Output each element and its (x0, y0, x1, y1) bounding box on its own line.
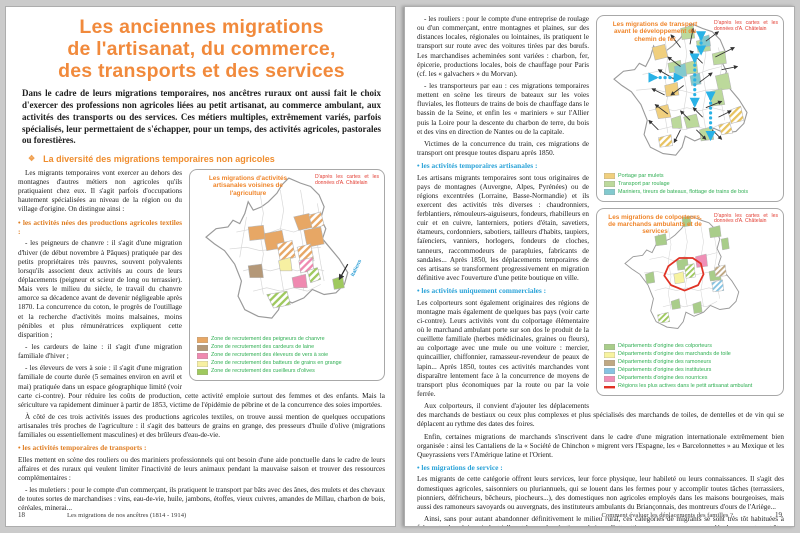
map-colporteurs: Les migrations de colporteurs, de marcha… (596, 207, 784, 396)
legend-item: Départements d'origine des nourrices (604, 375, 779, 382)
subheader-commerciales: • les activités uniquement commerciales … (417, 286, 547, 296)
subheader-transports: • les activités temporaires de transport… (18, 443, 147, 453)
footer-left: 18 Les migrations de nos ancêtres (1814 … (18, 511, 383, 519)
italiens-arrow (338, 263, 349, 281)
france-map-artisanal (205, 177, 349, 319)
subheader-textiles: • les activités nées des productions agr… (18, 217, 182, 237)
paragraph: Les migrants temporaires vont exercer au… (18, 168, 182, 214)
book-title: Les migrations de nos ancêtres (1814 - 1… (67, 512, 187, 519)
paragraph: Ainsi, sans pour autant abandonner défin… (417, 514, 784, 526)
legend-item: Zone de recrutement des batteurs de grai… (197, 360, 380, 367)
legend-item: Départements d'origine des instituteurs (604, 367, 779, 374)
section-ornament-icon: ❖ (28, 154, 36, 164)
title-line-3: des transports et des services (58, 59, 345, 82)
map-credit: D'après les cartes et les données d'A. C… (714, 20, 778, 32)
paragraph: - les muletiers : pour le compte d'un co… (18, 486, 385, 513)
paragraph: Victimes de la concurrence du train, ces… (417, 139, 589, 157)
legend-item: Zone de recrutement des éleveurs de vers… (197, 352, 380, 359)
paragraph: Les artisans migrants temporaires sont t… (417, 173, 589, 283)
chapter-title: Comment évaluer les déplacements des fam… (601, 512, 733, 519)
intro-paragraph: Dans le cadre de leurs migrations tempor… (22, 88, 381, 146)
page-left: Les anciennes migrations de l'artisanat,… (5, 6, 396, 527)
subheader-service: • les migrations de service : (417, 462, 503, 472)
legend-item: Portage par mulets (604, 173, 779, 179)
map-credit: D'après les cartes et les données d'A. C… (315, 173, 379, 186)
map-legend: Zone de recrutement des peigneurs de cha… (197, 336, 380, 375)
legend-item: Mariniers, tireurs de bateaux, flottage … (604, 189, 779, 195)
map-credit: D'après les cartes et les données d'A. C… (714, 212, 778, 225)
paragraph: - les rouliers : pour le compte d'une en… (417, 15, 589, 78)
legend-item: Transport par roulage (604, 181, 779, 187)
map-regions (645, 215, 730, 323)
paragraph: Les colporteurs sont également originair… (417, 298, 589, 398)
paragraph: À côté de ces trois activités issues des… (18, 412, 385, 440)
footer-right: Comment évaluer les déplacements des fam… (417, 511, 782, 519)
legend-item-region-line: Régions les plus actives dans le petit a… (604, 383, 779, 390)
title-line-1: Les anciennes migrations (79, 16, 324, 38)
left-page-body: Les migrations d'activités artisanales v… (18, 168, 385, 517)
title-line-2: de l'artisanat, du commerce, (67, 37, 336, 60)
page-number: 19 (775, 511, 782, 519)
page-right: Les migrations de transport avant le dév… (404, 6, 795, 527)
map-title: Les migrations de colporteurs, de marcha… (608, 213, 702, 236)
active-region-outline (663, 256, 705, 291)
paragraph: - les cardeurs de laine : il s'agit d'un… (18, 342, 182, 361)
legend-item: Zone de recrutement des cueilleurs d'oli… (197, 368, 380, 375)
river-transport-arrows (648, 31, 716, 142)
section-header-label: La diversité des migrations temporaires … (43, 153, 275, 164)
legend-item: Zone de recrutement des cardeurs de lain… (197, 344, 380, 351)
map-title: Les migrations de transport avant le dév… (612, 21, 698, 43)
map-legend: Départements d'origine des colporteurs D… (604, 343, 779, 390)
paragraph: Enfin, certaines migrations de marchands… (417, 432, 784, 459)
legend-item: Zone de recrutement des peigneurs de cha… (197, 336, 380, 343)
map-artisanal-activities: Les migrations d'activités artisanales v… (189, 168, 385, 382)
legend-item: Départements d'origine des ramoneurs (604, 359, 779, 366)
paragraph: - les éleveurs de vers à soie : il s'agi… (18, 364, 385, 409)
france-map-colporteurs (624, 215, 740, 329)
page-number: 18 (18, 511, 25, 519)
subheader-artisanales: • les activités temporaires artisanales … (417, 161, 538, 171)
maps-rail: Les migrations de transport avant le dév… (596, 15, 784, 402)
paragraph: - les transporteurs par eau : ces migrat… (417, 81, 589, 136)
paragraph: Aux colporteurs, il convient d'ajouter l… (417, 402, 784, 429)
section-header: ❖ La diversité des migrations temporaire… (28, 154, 385, 164)
paragraph: Les migrants de cette catégorie offrent … (417, 475, 784, 511)
paragraph: - les peigneurs de chanvre : il s'agit d… (18, 239, 182, 339)
legend-item: Départements d'origine des marchands de … (604, 351, 779, 358)
map-transport: Les migrations de transport avant le dév… (596, 15, 784, 202)
france-map-transport (613, 23, 748, 156)
page-title: Les anciennes migrations de l'artisanat,… (18, 16, 385, 82)
legend-item: Départements d'origine des colporteurs (604, 343, 779, 350)
map-legend: Portage par mulets Transport par roulage… (604, 173, 779, 195)
map-title: Les migrations d'activités artisanales v… (208, 174, 288, 197)
paragraph: Elles mettent en scène des rouliers ou d… (18, 455, 385, 483)
right-page-body: Les migrations de transport avant le dév… (417, 15, 784, 526)
